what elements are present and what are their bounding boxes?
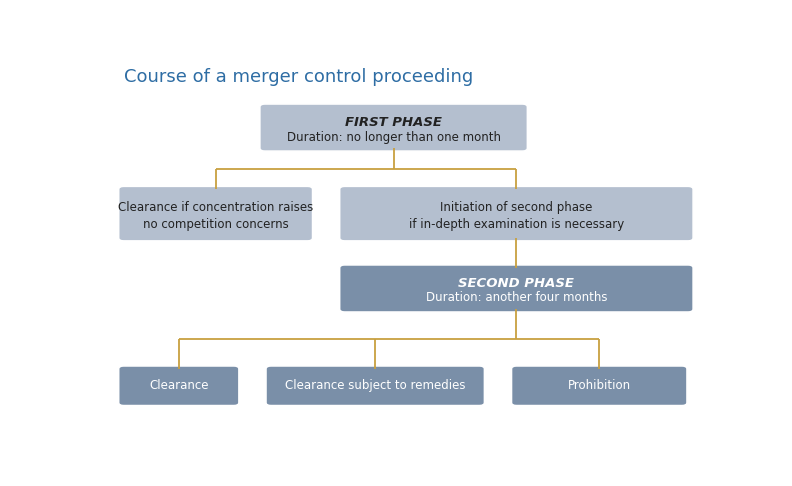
Text: FIRST PHASE: FIRST PHASE xyxy=(345,116,442,129)
Text: Course of a merger control proceeding: Course of a merger control proceeding xyxy=(124,68,473,86)
FancyBboxPatch shape xyxy=(266,366,485,406)
FancyBboxPatch shape xyxy=(340,186,693,241)
Text: if in-depth examination is necessary: if in-depth examination is necessary xyxy=(409,218,624,231)
FancyBboxPatch shape xyxy=(340,265,693,312)
FancyBboxPatch shape xyxy=(119,366,239,406)
FancyBboxPatch shape xyxy=(512,366,687,406)
Text: no competition concerns: no competition concerns xyxy=(143,218,288,231)
FancyBboxPatch shape xyxy=(260,104,527,151)
Text: Clearance if concentration raises: Clearance if concentration raises xyxy=(118,201,314,214)
Text: Duration: no longer than one month: Duration: no longer than one month xyxy=(287,131,501,143)
Text: SECOND PHASE: SECOND PHASE xyxy=(459,277,574,290)
Text: Prohibition: Prohibition xyxy=(568,379,630,392)
Text: Clearance: Clearance xyxy=(149,379,208,392)
Text: Clearance subject to remedies: Clearance subject to remedies xyxy=(285,379,466,392)
Text: Initiation of second phase: Initiation of second phase xyxy=(440,201,592,214)
FancyBboxPatch shape xyxy=(119,186,313,241)
Text: Duration: another four months: Duration: another four months xyxy=(425,292,607,304)
